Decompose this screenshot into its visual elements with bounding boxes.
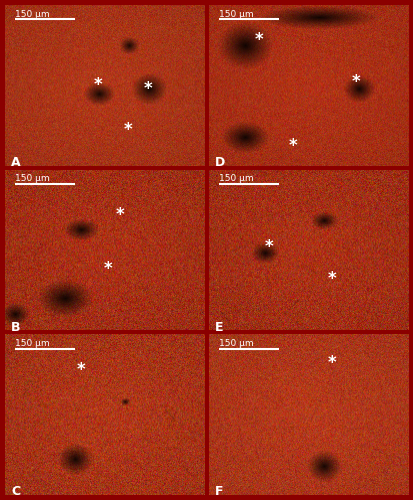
Text: *: * xyxy=(76,360,85,378)
Text: 150 μm: 150 μm xyxy=(219,174,254,184)
Text: 150 μm: 150 μm xyxy=(15,10,50,19)
Text: *: * xyxy=(288,138,297,156)
Text: F: F xyxy=(215,486,223,498)
Text: 150 μm: 150 μm xyxy=(15,174,50,184)
Text: 150 μm: 150 μm xyxy=(219,339,254,348)
Text: A: A xyxy=(11,156,21,169)
Text: *: * xyxy=(328,270,337,288)
Text: *: * xyxy=(328,354,337,372)
Text: C: C xyxy=(11,486,20,498)
Text: D: D xyxy=(215,156,225,169)
Text: *: * xyxy=(254,32,263,50)
Text: *: * xyxy=(352,73,361,91)
Text: 150 μm: 150 μm xyxy=(219,10,254,19)
Text: *: * xyxy=(104,260,113,278)
Text: *: * xyxy=(116,206,125,224)
Text: B: B xyxy=(11,320,20,334)
Text: *: * xyxy=(94,76,103,94)
Text: *: * xyxy=(264,238,273,256)
Text: *: * xyxy=(144,80,152,98)
Text: *: * xyxy=(124,122,133,140)
Text: E: E xyxy=(215,320,223,334)
Text: 150 μm: 150 μm xyxy=(15,339,50,348)
